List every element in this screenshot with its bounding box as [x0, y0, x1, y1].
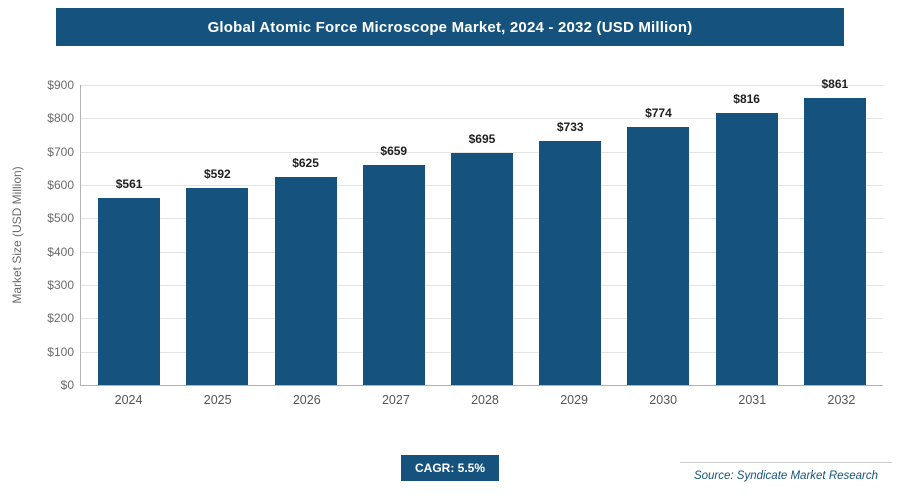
x-tick-label: 2024	[114, 393, 143, 407]
bar-value-label: $625	[292, 155, 319, 170]
y-tick-label: $300	[47, 278, 74, 292]
bar-value-label: $695	[468, 132, 496, 147]
gridline	[81, 118, 883, 120]
bar-value-label: $592	[203, 166, 231, 181]
y-tick-label: $900	[47, 78, 74, 92]
source-note: Source: Syndicate Market Research	[680, 462, 892, 482]
bar	[627, 127, 690, 385]
bar-value-label: $861	[821, 77, 849, 91]
x-tick-label: 2029	[560, 393, 588, 407]
bar-group: $659	[350, 85, 438, 385]
bar	[803, 98, 866, 385]
bar-group: $561	[85, 85, 173, 385]
bar	[186, 187, 249, 385]
bar	[539, 140, 602, 385]
y-tick-label: $600	[47, 178, 74, 192]
x-tick-label: 2031	[738, 393, 767, 407]
y-tick-label: $0	[60, 378, 74, 392]
bar	[274, 176, 337, 385]
bar-group: $592	[173, 85, 261, 385]
bar-group: $625	[261, 85, 349, 385]
bar-group: $816	[703, 85, 791, 385]
bar	[362, 165, 425, 385]
x-tick-label: 2027	[381, 393, 410, 407]
bar-value-label: $816	[733, 92, 760, 106]
x-tick-label: 2026	[292, 393, 321, 407]
cagr-badge: CAGR: 5.5%	[400, 455, 500, 481]
x-tick-label: 2028	[471, 393, 499, 407]
x-tick-label: 2032	[827, 393, 856, 407]
gridline	[81, 85, 883, 86]
plot-area: $561 $592 $625 $659 $695 $733 $774 $816 $861	[80, 77, 883, 386]
y-tick-label: $200	[47, 311, 74, 326]
bar	[450, 153, 513, 385]
bar-group: $695	[438, 85, 526, 385]
y-tick-label: $100	[47, 344, 74, 359]
bar-group: $733	[526, 85, 614, 385]
bars-row: $561 $592 $625 $659 $695 $733 $774 $816 $861	[81, 77, 883, 385]
bar-value-label: $561	[115, 177, 143, 191]
bar-value-label: $733	[556, 119, 584, 134]
bar	[715, 113, 778, 385]
bar-value-label: $659	[380, 144, 408, 159]
bar-group: $861	[791, 77, 879, 385]
chart-title: Global Atomic Force Microscope Market, 2…	[207, 18, 693, 36]
x-tick-label: 2030	[649, 393, 678, 407]
bar-value-label: $774	[645, 106, 672, 120]
bar	[98, 198, 161, 385]
x-axis-labels: 2024 2025 2026 2027 2028 2029 2030 2031 2032	[80, 393, 890, 407]
y-axis-ticks: $0 $100 $200 $300 $400 $500 $600 $700 $800 $900	[0, 78, 74, 392]
y-tick-label: $700	[47, 144, 74, 159]
y-tick-label: $800	[47, 111, 74, 126]
x-tick-label: 2025	[203, 393, 232, 407]
y-tick-label: $400	[47, 244, 74, 259]
chart-title-bar: Global Atomic Force Microscope Market, 2…	[56, 8, 844, 46]
y-tick-label: $500	[47, 211, 74, 226]
gridline	[81, 151, 883, 153]
bar-group: $774	[614, 85, 702, 385]
